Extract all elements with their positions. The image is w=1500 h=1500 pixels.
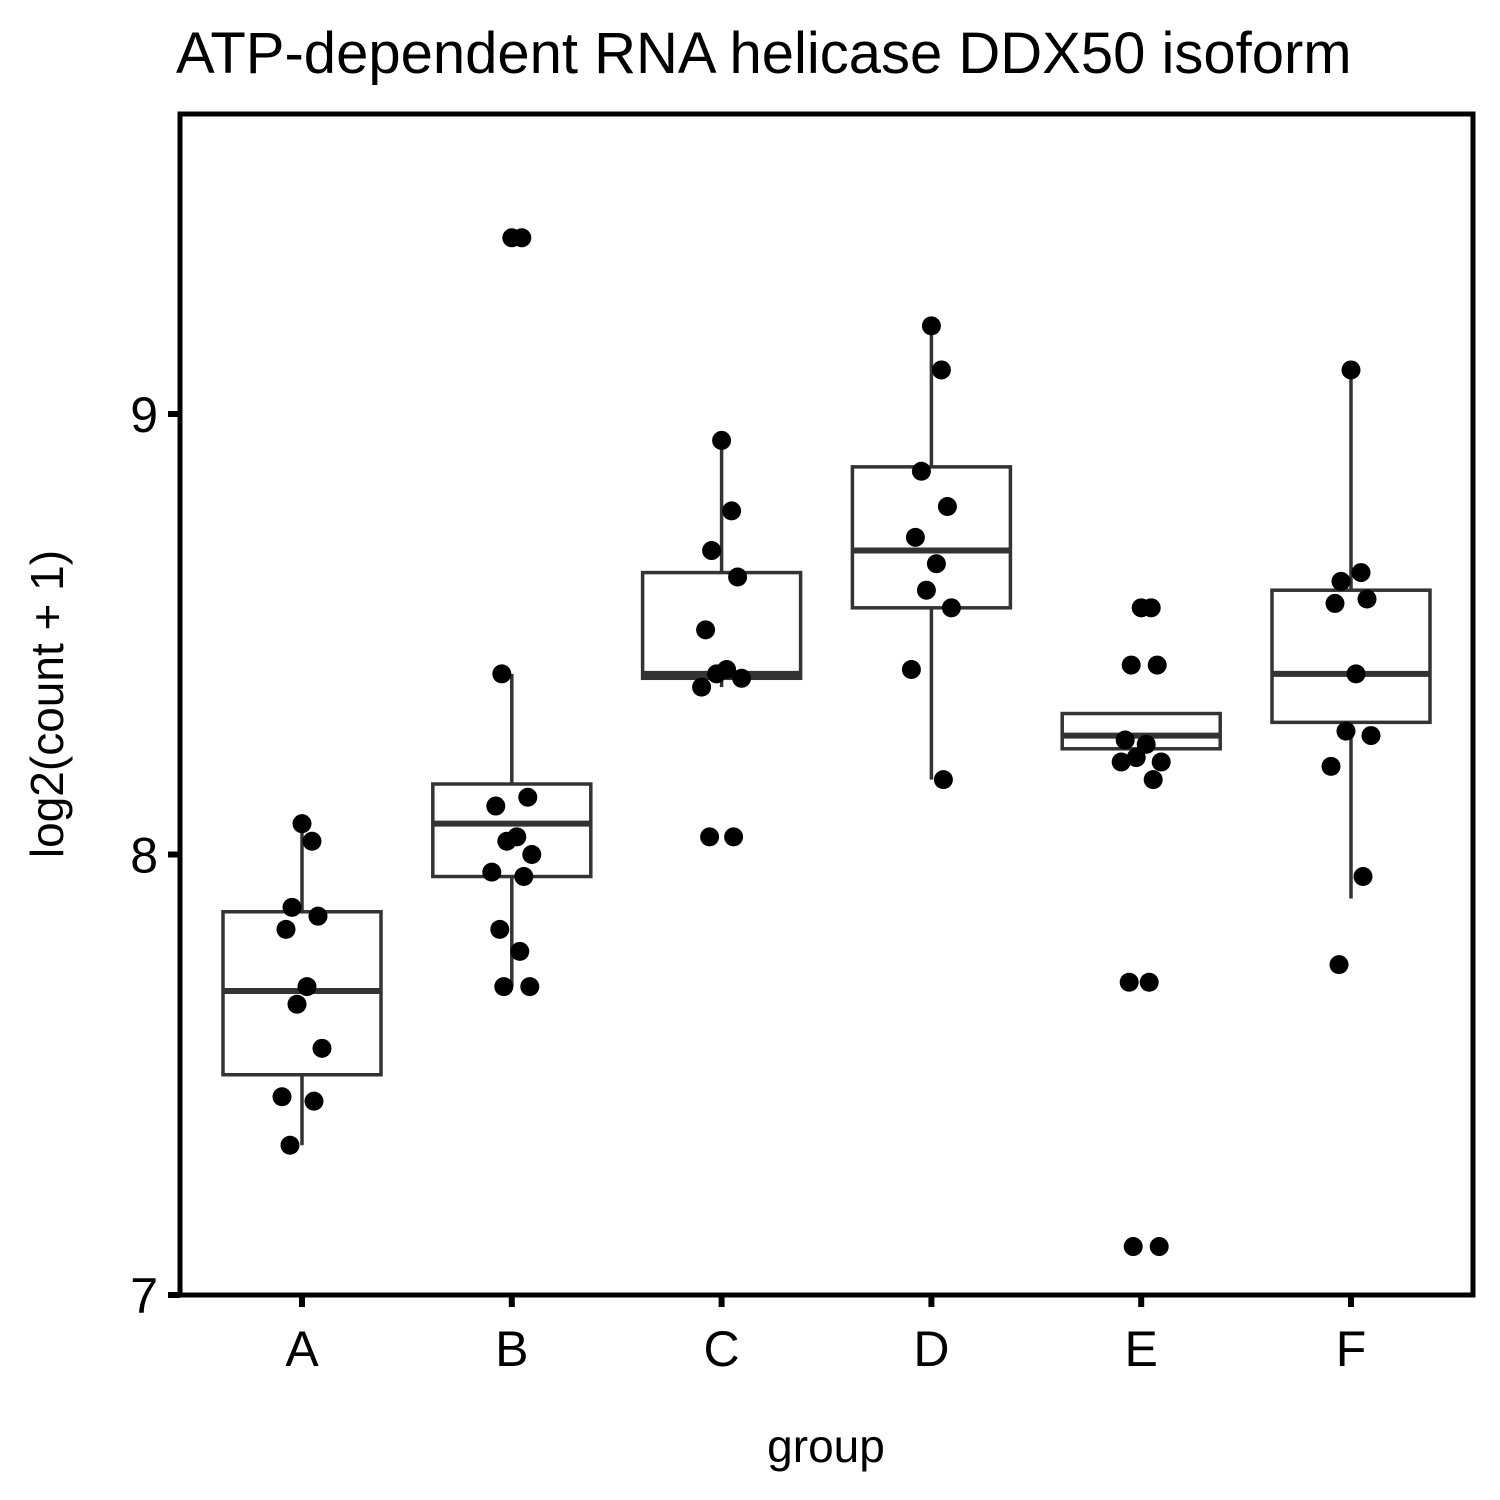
data-point bbox=[522, 845, 542, 864]
data-point bbox=[1136, 734, 1156, 754]
data-point bbox=[901, 659, 921, 679]
data-point bbox=[1115, 730, 1135, 750]
data-point bbox=[282, 897, 302, 917]
data-point bbox=[304, 1091, 324, 1111]
data-point bbox=[308, 906, 328, 926]
data-point bbox=[280, 1135, 300, 1155]
panel-border bbox=[177, 111, 1476, 1298]
chart-title: ATP-dependent RNA helicase DDX50 isoform bbox=[176, 21, 1352, 86]
x-tick-label: F bbox=[1336, 1321, 1367, 1377]
data-point bbox=[512, 228, 532, 248]
data-point bbox=[700, 827, 720, 847]
data-point bbox=[937, 497, 957, 517]
data-point bbox=[712, 430, 732, 450]
data-point bbox=[1111, 752, 1131, 772]
data-point bbox=[514, 867, 534, 887]
data-point bbox=[696, 620, 716, 640]
data-point bbox=[911, 461, 931, 481]
data-point bbox=[728, 567, 748, 587]
x-tick-label: E bbox=[1125, 1321, 1158, 1377]
box-iqr bbox=[431, 782, 593, 879]
data-point bbox=[916, 580, 936, 600]
data-point bbox=[722, 501, 742, 521]
data-point bbox=[707, 664, 727, 684]
data-point bbox=[510, 941, 530, 961]
data-point bbox=[1119, 972, 1139, 992]
data-point bbox=[1353, 867, 1373, 887]
data-point bbox=[1351, 563, 1371, 583]
y-tick-label: 7 bbox=[130, 1268, 158, 1324]
data-point bbox=[941, 598, 961, 618]
data-point bbox=[312, 1038, 332, 1058]
data-point bbox=[494, 977, 514, 997]
box-group-f bbox=[1270, 369, 1432, 899]
data-point bbox=[1321, 756, 1341, 776]
data-point bbox=[702, 541, 722, 561]
data-point bbox=[1123, 1237, 1143, 1257]
data-point bbox=[497, 831, 517, 851]
data-point bbox=[287, 994, 307, 1014]
data-point bbox=[1341, 360, 1361, 380]
data-point bbox=[1149, 1237, 1169, 1257]
box-iqr bbox=[640, 570, 803, 681]
x-axis-title: group bbox=[767, 1420, 885, 1472]
points-b bbox=[482, 228, 542, 997]
data-point bbox=[518, 787, 538, 807]
data-point bbox=[921, 316, 941, 336]
y-tick-label: 8 bbox=[130, 828, 158, 884]
x-axis: A B C D E F bbox=[285, 1295, 1366, 1377]
box-iqr bbox=[1270, 588, 1432, 725]
x-tick-label: A bbox=[285, 1321, 319, 1377]
data-point bbox=[732, 668, 752, 688]
data-point bbox=[1357, 589, 1377, 609]
data-point bbox=[1141, 598, 1161, 618]
data-point bbox=[905, 527, 925, 547]
data-point bbox=[1325, 593, 1345, 613]
data-point bbox=[520, 977, 540, 997]
data-point bbox=[1139, 972, 1159, 992]
x-tick-label: D bbox=[913, 1321, 949, 1377]
data-point bbox=[1143, 770, 1163, 790]
x-tick-label: B bbox=[495, 1321, 528, 1377]
box-group-b bbox=[431, 673, 593, 987]
data-point bbox=[1329, 955, 1349, 975]
points-c bbox=[692, 430, 752, 847]
y-tick-label: 9 bbox=[130, 387, 158, 443]
y-axis-title: log2(count + 1) bbox=[21, 550, 73, 858]
data-point bbox=[933, 770, 953, 790]
box-group-d bbox=[850, 325, 1013, 780]
data-point bbox=[297, 977, 317, 997]
data-point bbox=[926, 554, 946, 574]
points-d bbox=[901, 316, 961, 790]
data-point bbox=[1151, 752, 1171, 772]
points-e bbox=[1111, 598, 1171, 1257]
data-point bbox=[492, 664, 512, 684]
plot-area bbox=[221, 228, 1432, 1257]
data-point bbox=[292, 814, 312, 834]
data-point bbox=[272, 1087, 292, 1107]
data-point bbox=[931, 360, 951, 380]
points-f bbox=[1321, 360, 1381, 975]
data-point bbox=[1147, 655, 1167, 675]
data-point bbox=[490, 919, 510, 939]
x-tick-label: C bbox=[704, 1321, 740, 1377]
data-point bbox=[1336, 721, 1356, 741]
data-point bbox=[486, 796, 506, 816]
data-point bbox=[1126, 748, 1146, 768]
data-point bbox=[724, 827, 744, 847]
data-point bbox=[302, 831, 322, 851]
data-point bbox=[1346, 664, 1366, 684]
data-point bbox=[1121, 655, 1141, 675]
box-group-c bbox=[640, 440, 803, 688]
data-point bbox=[1361, 726, 1381, 746]
data-point bbox=[1331, 571, 1351, 591]
y-axis: 7 8 9 bbox=[130, 387, 180, 1324]
data-point bbox=[276, 919, 296, 939]
points-a bbox=[272, 814, 332, 1155]
data-point bbox=[692, 677, 712, 697]
data-point bbox=[482, 862, 502, 882]
